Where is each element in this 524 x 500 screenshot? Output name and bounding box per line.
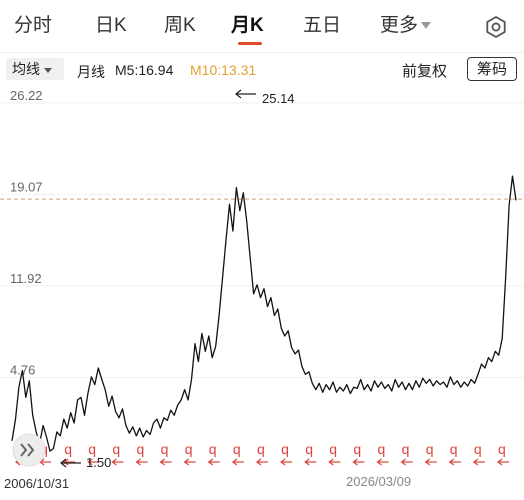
signal-mark: q [376, 441, 389, 466]
svg-text:q: q [426, 441, 434, 457]
low-annotation: 1.50 [60, 455, 111, 470]
signal-mark: q [497, 441, 509, 466]
collapse-button[interactable] [12, 433, 46, 467]
signal-mark: q [183, 441, 196, 466]
signal-mark: q [87, 441, 100, 466]
svg-text:q: q [402, 441, 410, 457]
price-line [11, 175, 517, 452]
tab-daily-k[interactable]: 日K [95, 15, 127, 36]
tab-intraday[interactable]: 分时 [14, 15, 53, 36]
svg-text:q: q [474, 441, 482, 457]
svg-text:q: q [209, 441, 217, 457]
ma-selector-label: 均线 [12, 61, 40, 77]
signal-mark: q [472, 441, 485, 466]
signal-mark: q [231, 441, 244, 466]
caret-down-icon [44, 67, 52, 73]
chevron-right-icon [20, 443, 28, 457]
svg-text:q: q [161, 441, 169, 457]
signal-mark: q [207, 441, 220, 466]
svg-text:q: q [305, 441, 313, 457]
y-tick-label: 11.92 [10, 271, 42, 286]
svg-text:q: q [498, 441, 506, 457]
active-tab-indicator [238, 42, 262, 45]
start-date: 2006/10/31 [4, 476, 70, 491]
svg-text:q: q [378, 441, 386, 457]
svg-text:q: q [185, 441, 193, 457]
svg-text:q: q [137, 441, 145, 457]
price-series [11, 175, 517, 452]
signal-mark: q [135, 441, 148, 466]
tab-divider [0, 52, 524, 53]
signal-mark: q [448, 441, 461, 466]
signal-mark: q [111, 441, 124, 466]
svg-text:q: q [88, 441, 96, 457]
svg-text:q: q [112, 441, 120, 457]
chip-distribution-button[interactable]: 筹码 [467, 57, 517, 81]
adjust-mode-button[interactable]: 前复权 [402, 63, 448, 80]
tab-more[interactable]: 更多 [380, 12, 432, 40]
period-label: 月线 [77, 64, 105, 80]
y-tick-label: 19.07 [10, 179, 43, 194]
dropdown-arrow-icon [421, 22, 432, 30]
signal-mark: q [280, 441, 293, 466]
m10-value: M10:13.31 [190, 62, 257, 78]
tab-weekly-k[interactable]: 周K [164, 15, 196, 36]
svg-text:q: q [257, 441, 265, 457]
signal-mark: q [400, 441, 413, 466]
end-date: 2026/03/09 [346, 474, 412, 489]
svg-text:q: q [450, 441, 458, 457]
ma-selector[interactable]: 均线 [6, 58, 64, 80]
y-tick-label: 26.22 [10, 88, 43, 103]
period-tabs: 分时 日K 周K 月K 五日 更多 [0, 0, 524, 52]
signal-mark: q [63, 441, 76, 466]
tab-monthly-k[interactable]: 月K [231, 15, 264, 36]
high-value-label: 25.14 [262, 91, 295, 106]
signal-mark: q [256, 441, 268, 466]
indicator-bar: 均线 月线 M5:16.94 M10:13.31 前复权 筹码 [0, 56, 524, 84]
low-value-label: 1.50 [86, 455, 111, 470]
signal-mark: q [424, 441, 437, 466]
chart-grid [0, 102, 524, 378]
signal-mark: q [304, 441, 317, 466]
svg-text:q: q [353, 441, 361, 457]
signal-mark: q [159, 441, 172, 466]
tab-five-day[interactable]: 五日 [303, 15, 342, 36]
chart-background [0, 86, 524, 474]
tab-more-label: 更多 [380, 15, 419, 36]
signal-mark: q [328, 441, 341, 466]
signal-mark: q [352, 441, 365, 466]
m5-value: M5:16.94 [115, 62, 174, 78]
high-annotation: 25.14 [235, 89, 295, 106]
svg-text:q: q [281, 441, 289, 457]
svg-text:q: q [329, 441, 337, 457]
svg-text:q: q [233, 441, 241, 457]
svg-text:q: q [64, 441, 72, 457]
gear-icon[interactable] [485, 16, 507, 38]
